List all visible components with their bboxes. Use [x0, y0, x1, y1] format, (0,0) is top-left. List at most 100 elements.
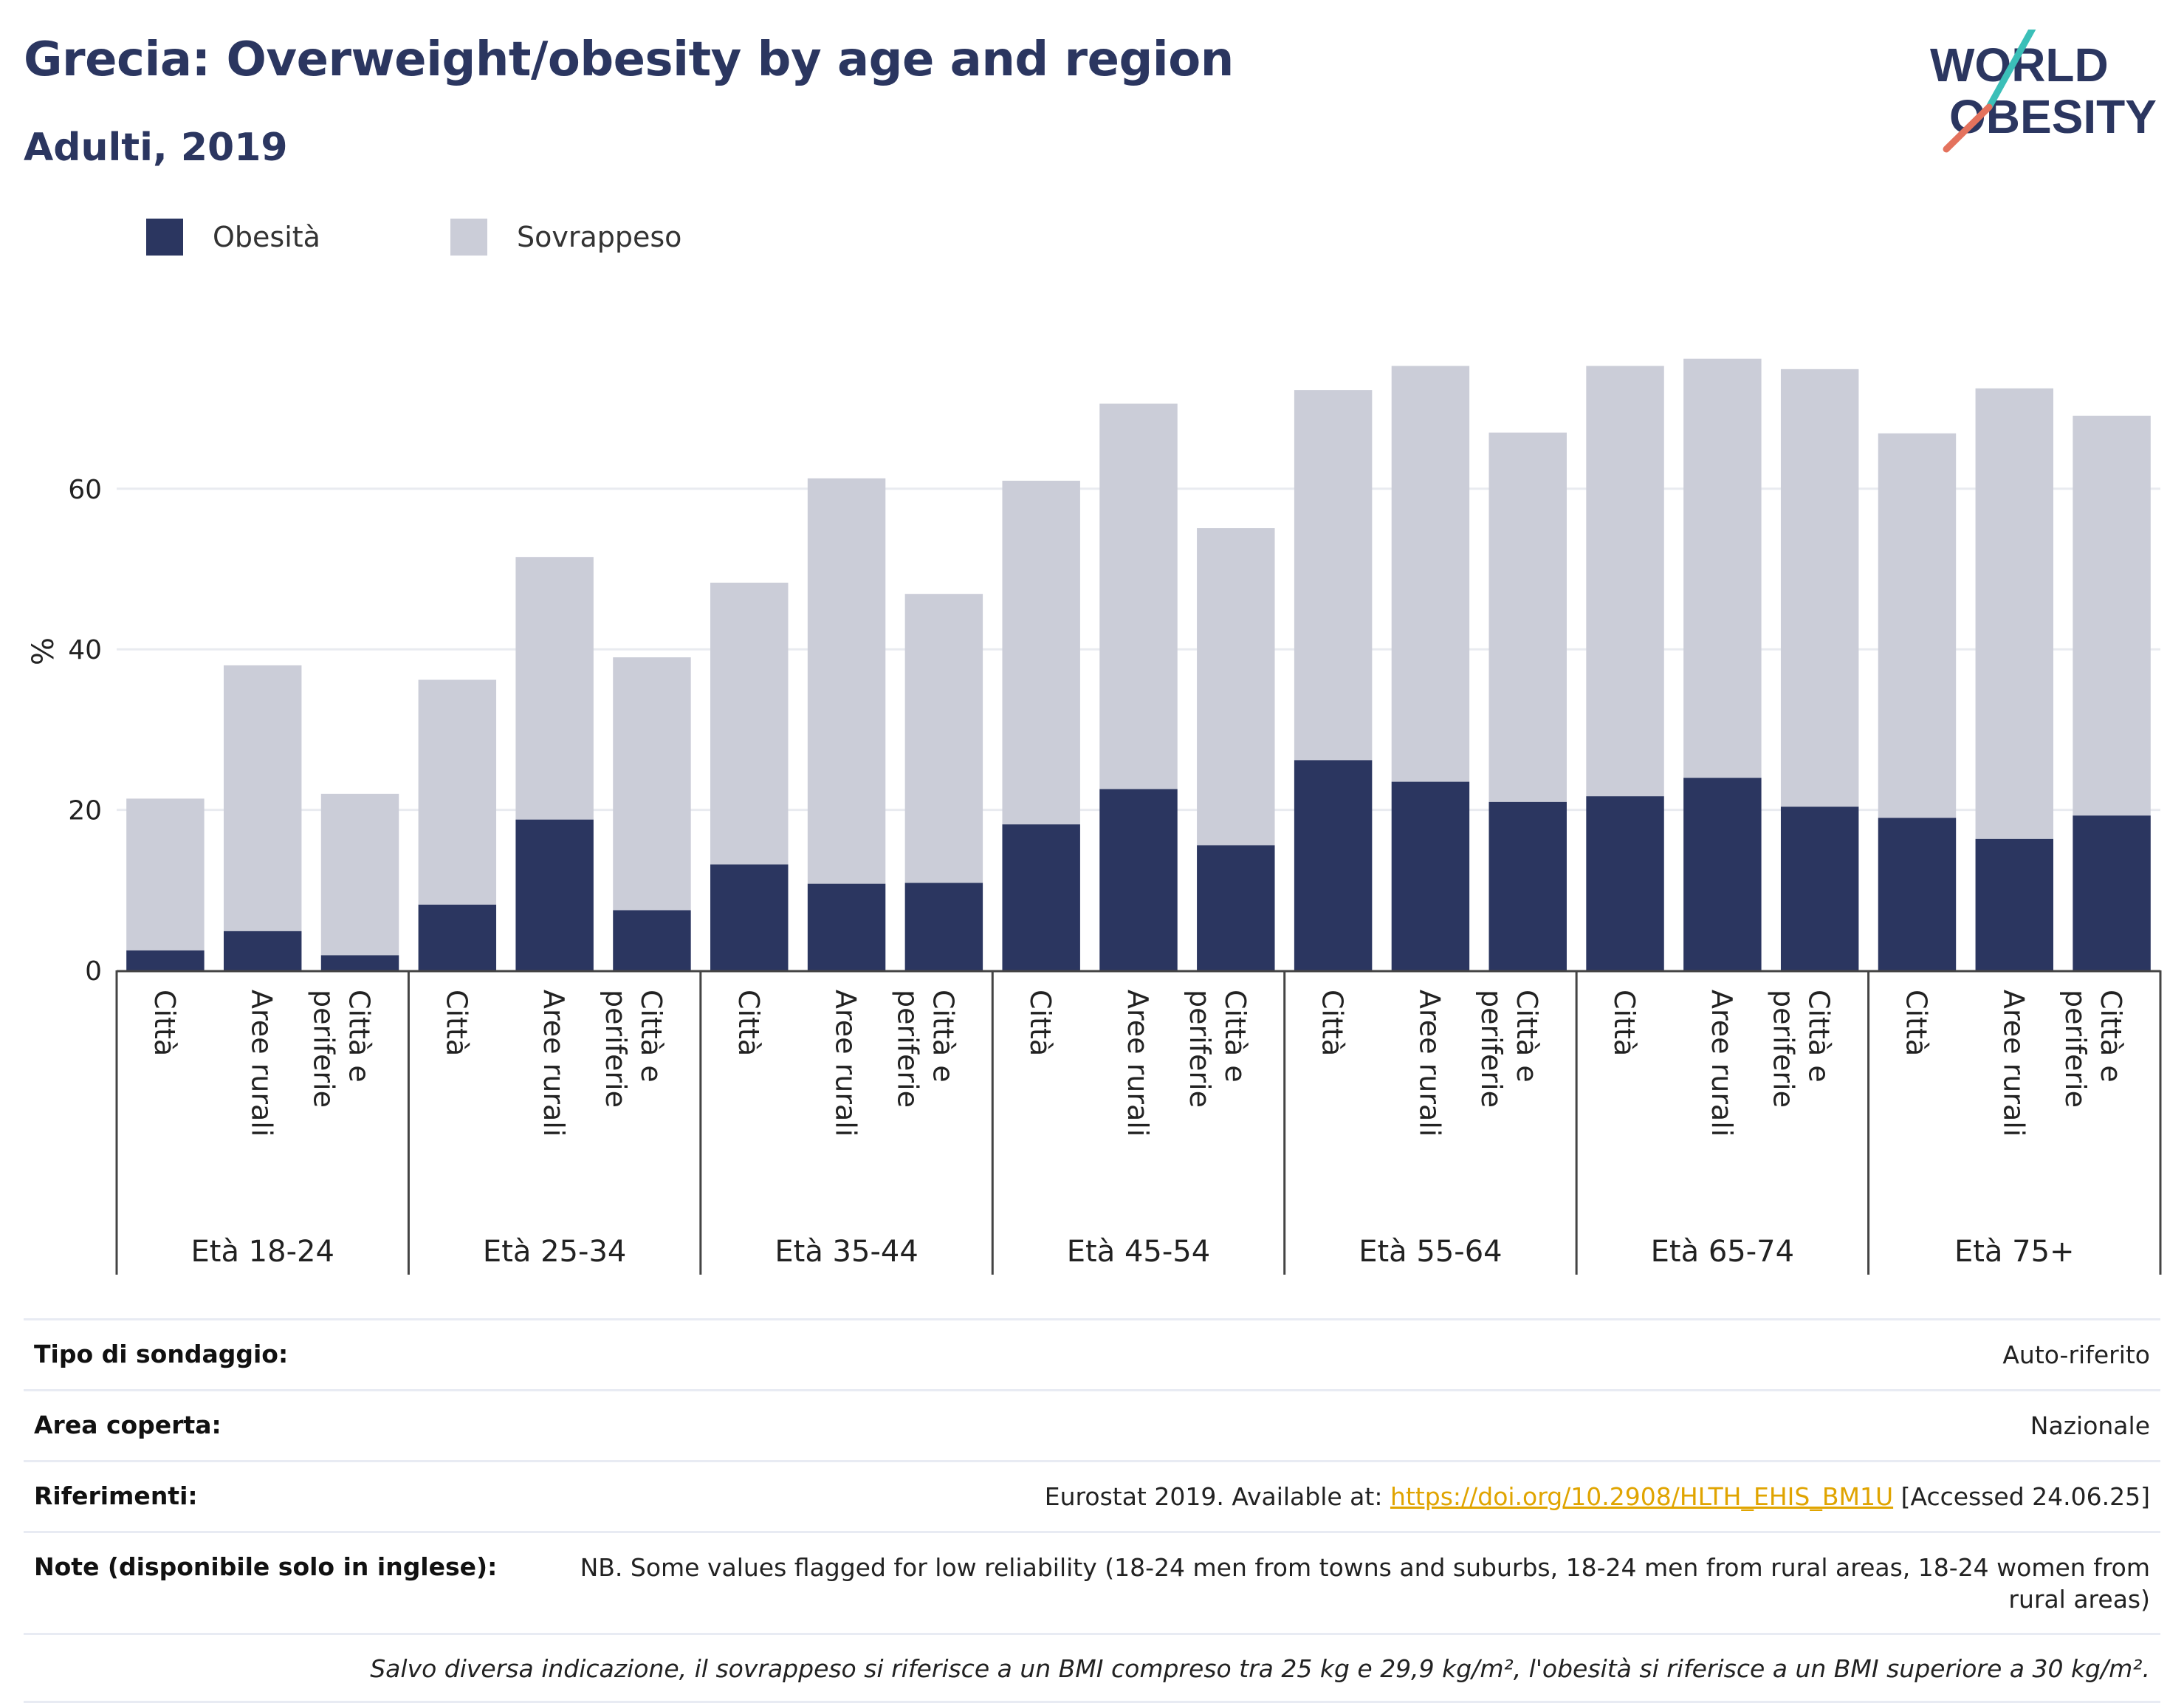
x-category-label: Città eperiferie: [308, 990, 376, 1108]
bar-obesity: [1586, 796, 1664, 970]
info-value-area: Nazionale: [2030, 1411, 2150, 1440]
reference-text-post: [Accessed 24.06.25]: [1893, 1481, 2150, 1511]
x-category-label: Città: [1608, 990, 1641, 1056]
info-row-survey-type: Tipo di sondaggio: Auto-riferito: [24, 1318, 2160, 1389]
bar-overweight: [613, 657, 691, 911]
bar-obesity: [904, 883, 983, 970]
reference-text-pre: Eurostat 2019. Available at:: [1044, 1481, 1390, 1511]
x-category-label: Città: [1900, 990, 1932, 1056]
world-obesity-logo: WORLD OBESITY: [1930, 30, 2157, 153]
legend-item-overweight: Sovrappeso: [450, 219, 681, 256]
bar-obesity: [1197, 845, 1275, 970]
bar-obesity: [515, 819, 594, 970]
chart-area: 0 20 40 60% Città Aree rurali Città eperiferie…: [27, 358, 2162, 1275]
x-category-label: Città: [148, 990, 181, 1056]
info-row-notes: Note (disponibile solo in inglese): NB. …: [24, 1530, 2160, 1634]
bar-obesity: [1099, 789, 1178, 970]
y-tick-label: 40: [68, 635, 102, 665]
bar-obesity: [1780, 806, 1859, 970]
x-category-label: Città eperiferie: [2059, 990, 2127, 1108]
bar-overweight: [1002, 480, 1080, 825]
legend-label-overweight: Sovrappeso: [517, 221, 682, 253]
y-axis-label: %: [27, 637, 61, 665]
bar-obesity: [418, 904, 497, 970]
x-category-label: Città: [1024, 990, 1057, 1056]
x-group-label: Età 55-64: [1359, 1235, 1502, 1269]
bar-overweight: [807, 478, 886, 884]
info-table: Tipo di sondaggio: Auto-riferito Area co…: [24, 1318, 2160, 1703]
bar-overweight: [1197, 528, 1275, 846]
bar-obesity: [807, 883, 886, 970]
x-category-label: Città eperiferie: [1768, 990, 1836, 1108]
info-row-footnote: Salvo diversa indicazione, il sovrappeso…: [24, 1633, 2160, 1703]
x-category-label: Aree rurali: [1706, 990, 1738, 1137]
bar-overweight: [1391, 366, 1470, 782]
bar-overweight: [1586, 366, 1664, 797]
info-row-area: Area coperta: Nazionale: [24, 1388, 2160, 1460]
bar-overweight: [1878, 433, 1957, 818]
x-category-label: Aree rurali: [830, 990, 862, 1137]
x-category-label: Città eperiferie: [600, 990, 667, 1108]
x-category-label: Città: [440, 990, 473, 1056]
bar-overweight: [1683, 358, 1762, 778]
bar-overweight: [710, 582, 789, 865]
bar-overweight: [2073, 415, 2151, 816]
info-key-area: Area coperta:: [34, 1410, 222, 1439]
legend-label-obesity: Obesità: [213, 221, 320, 253]
bar-obesity: [1683, 778, 1762, 970]
x-category-label: Aree rurali: [538, 990, 570, 1137]
y-tick-label: 0: [85, 956, 102, 987]
x-group-label: Età 18-24: [191, 1235, 334, 1269]
x-group-label: Età 65-74: [1651, 1235, 1794, 1269]
x-category-label: Aree rurali: [1413, 990, 1446, 1137]
y-tick-label: 60: [68, 475, 102, 505]
info-key-notes: Note (disponibile solo in inglese):: [34, 1552, 498, 1581]
chart-title: Grecia: Overweight/obesity by age and re…: [24, 32, 1234, 87]
bar-overweight: [1488, 432, 1567, 802]
x-category-label: Città: [732, 990, 765, 1056]
bar-obesity: [1488, 801, 1567, 970]
bar-obesity: [2073, 815, 2151, 970]
y-tick-label: 20: [68, 796, 102, 826]
x-category-label: Aree rurali: [1997, 990, 2030, 1137]
logo-slash-coral: [1943, 103, 1993, 153]
info-value-references: Eurostat 2019. Available at: https://doi…: [1045, 1481, 2150, 1513]
bar-obesity: [1294, 760, 1373, 970]
x-category-label: Città eperiferie: [1475, 990, 1543, 1108]
logo-slash-teal: [1985, 30, 2036, 111]
bar-obesity: [320, 955, 399, 970]
bar-obesity: [1391, 781, 1470, 970]
bar-obesity: [223, 931, 302, 970]
x-group-label: Età 75+: [1954, 1235, 2075, 1269]
info-value-survey-type: Auto-riferito: [2002, 1340, 2150, 1369]
x-category-label: Città eperiferie: [1184, 990, 1251, 1108]
x-category-label: Aree rurali: [1122, 990, 1154, 1137]
x-group-label: Età 25-34: [483, 1235, 626, 1269]
footnote: Salvo diversa indicazione, il sovrappeso…: [370, 1654, 2150, 1684]
x-category-label: Aree rurali: [246, 990, 278, 1137]
legend-swatch-overweight: [450, 219, 487, 256]
bar-obesity: [613, 910, 691, 970]
bar-overweight: [418, 679, 497, 905]
x-category-label: Città: [1316, 990, 1349, 1056]
x-group-label: Età 35-44: [775, 1235, 918, 1269]
legend-swatch-obesity: [146, 219, 183, 256]
bar-overweight: [126, 798, 205, 950]
bar-obesity: [1878, 818, 1957, 970]
bar-overweight: [320, 793, 399, 956]
chart-subtitle: Adulti, 2019: [24, 126, 288, 170]
bar-overweight: [515, 557, 594, 820]
bar-overweight: [1099, 403, 1178, 789]
info-value-notes: NB. Some values flagged for low reliabil…: [580, 1552, 2150, 1614]
bar-obesity: [126, 950, 205, 970]
x-category-label: Città eperiferie: [891, 990, 959, 1108]
bar-overweight: [1975, 388, 2054, 839]
bar-overweight: [1294, 390, 1373, 761]
info-key-references: Riferimenti:: [34, 1481, 198, 1510]
x-group-label: Età 45-54: [1067, 1235, 1210, 1269]
bar-overweight: [904, 594, 983, 883]
legend-item-obesity: Obesità: [146, 219, 320, 256]
reference-link[interactable]: https://doi.org/10.2908/HLTH_EHIS_BM1U: [1390, 1481, 1894, 1511]
info-key-survey-type: Tipo di sondaggio:: [34, 1340, 289, 1368]
bar-obesity: [1975, 838, 2054, 970]
